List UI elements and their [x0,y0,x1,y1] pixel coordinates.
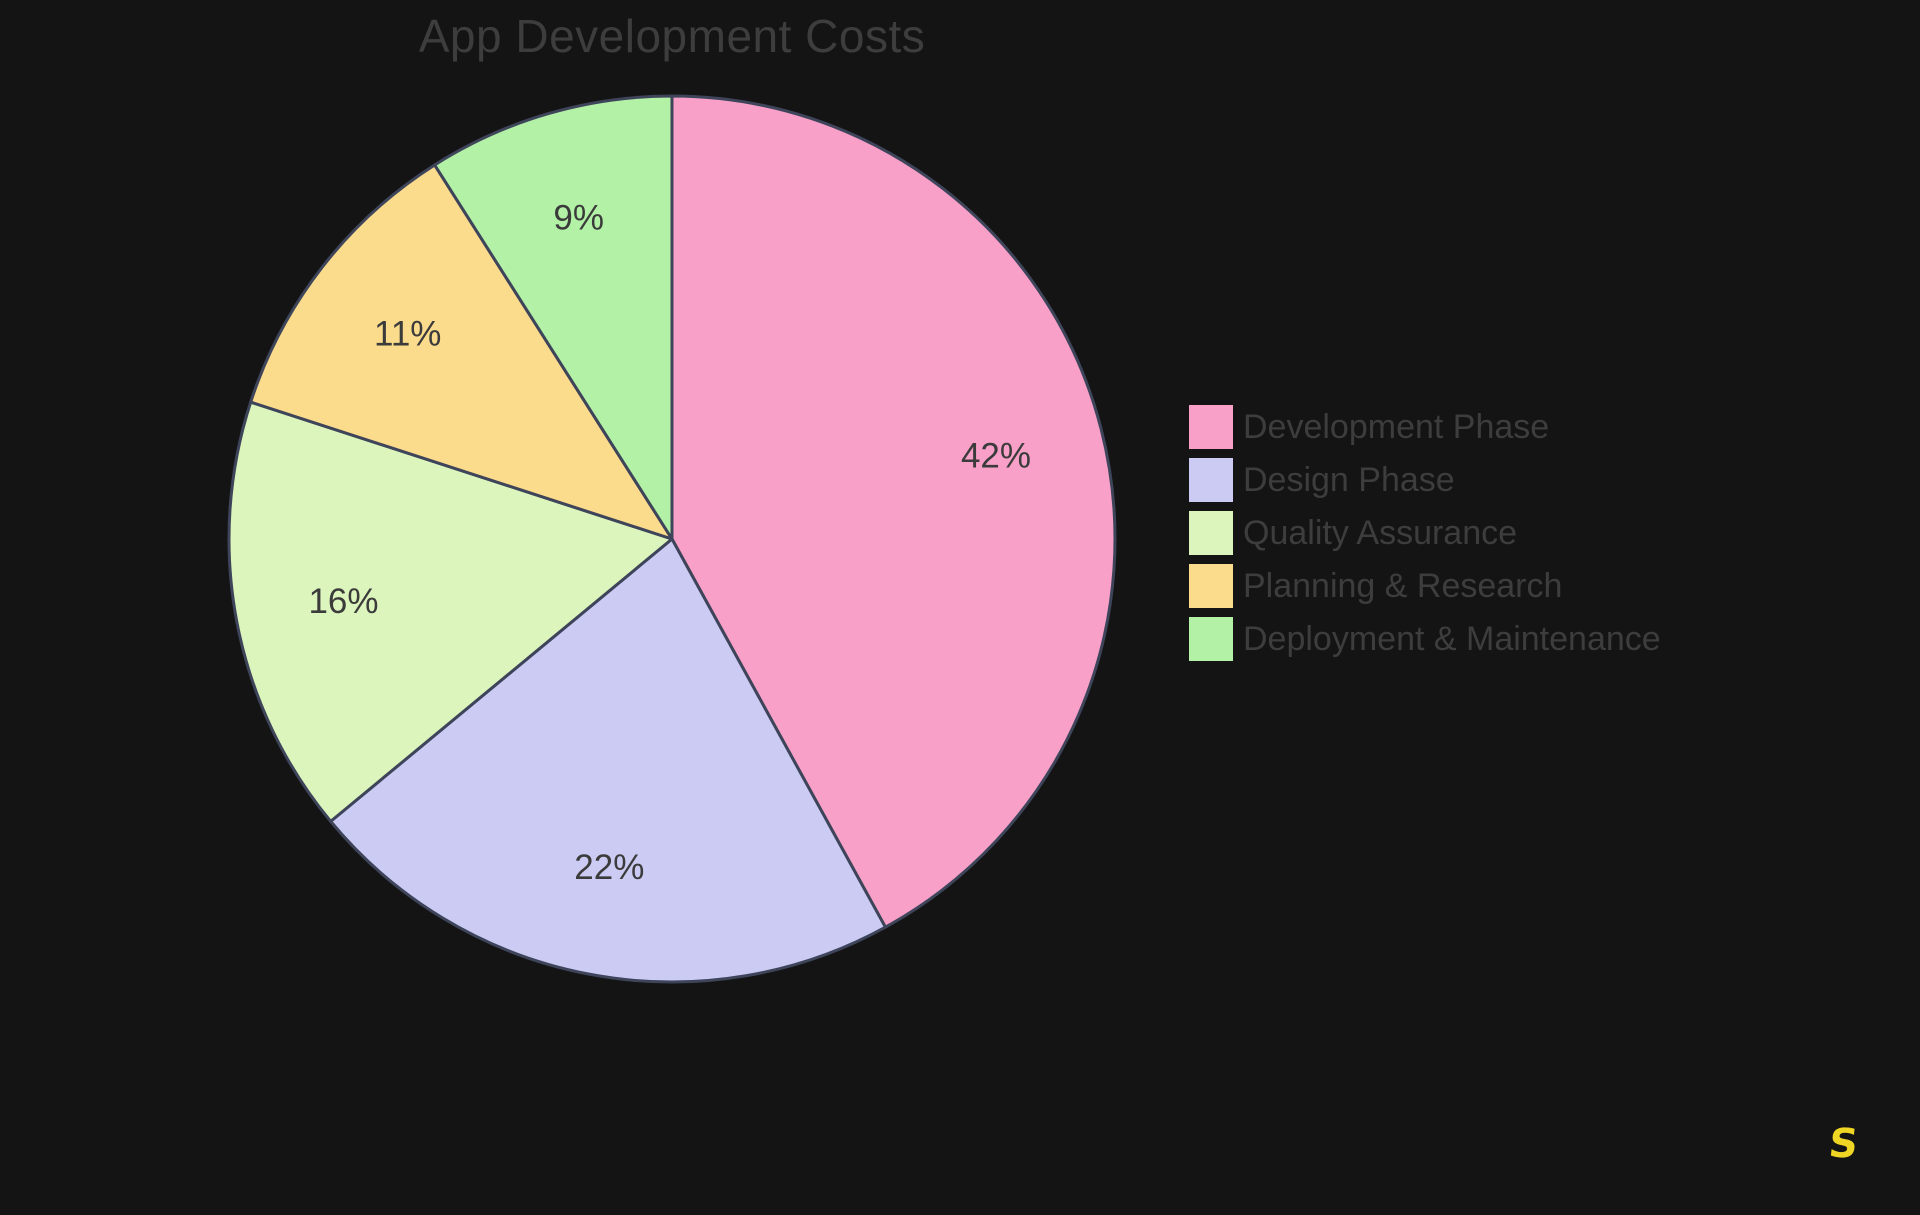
slice-percent-label: 11% [374,315,441,354]
pie-slice-2 [227,400,674,823]
legend: Development Phase Design Phase Quality Ass… [1189,405,1661,661]
pie-slice-4 [433,94,674,541]
slice-percent-label: 22% [574,848,644,887]
legend-label: Quality Assurance [1243,513,1518,552]
pie-slice-1 [329,537,887,984]
legend-swatch [1189,405,1233,449]
legend-item: Planning & Research [1189,564,1661,608]
legend-label: Deployment & Maintenance [1243,619,1661,658]
slice-percent-label: 16% [308,582,378,621]
slice-percent-label: 42% [961,436,1031,475]
legend-item: Development Phase [1189,405,1661,449]
pie-slice-0 [670,94,1117,929]
pie-slice-3 [249,163,674,541]
legend-swatch [1189,617,1233,661]
chart-title: App Development Costs [418,10,926,62]
legend-label: Development Phase [1243,407,1550,446]
legend-swatch [1189,458,1233,502]
pie-chart: 42% 22% 16% 11% 9% [227,94,1117,984]
slice-percent-label: 9% [553,198,604,237]
legend-item: Design Phase [1189,458,1661,502]
legend-label: Planning & Research [1243,566,1563,605]
brand-logo-icon: S [1826,1121,1861,1167]
legend-swatch [1189,564,1233,608]
legend-item: Quality Assurance [1189,511,1661,555]
legend-swatch [1189,511,1233,555]
legend-item: Deployment & Maintenance [1189,617,1661,661]
legend-label: Design Phase [1243,460,1455,499]
